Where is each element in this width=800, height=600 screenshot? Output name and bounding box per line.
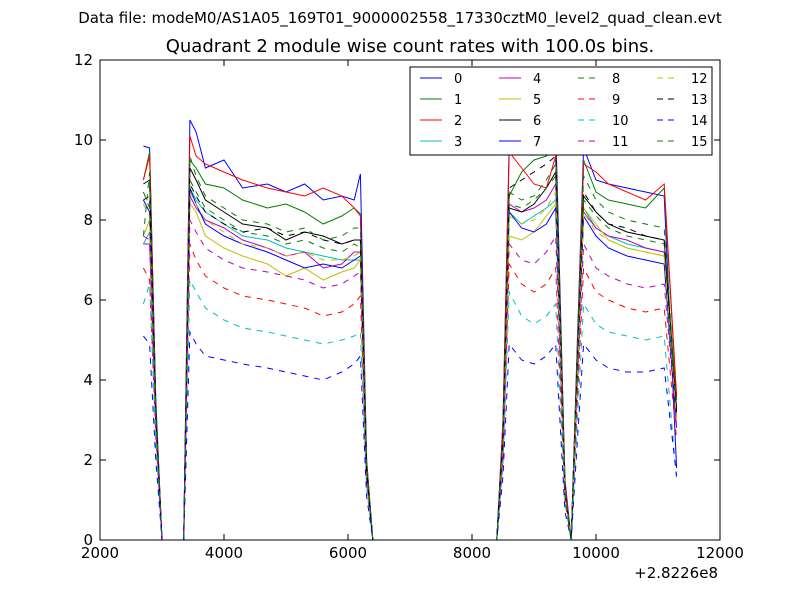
- legend-label-15: 15: [691, 135, 708, 150]
- series-line-10: [142, 279, 678, 540]
- series-line-15: [142, 155, 678, 540]
- legend-label-14: 14: [691, 114, 708, 129]
- legend-box: [409, 66, 713, 156]
- series-line-8: [142, 174, 678, 540]
- legend-label-12: 12: [691, 72, 708, 87]
- series-line-3: [142, 187, 678, 540]
- series-line-9: [142, 243, 678, 540]
- series-line-5: [142, 202, 678, 540]
- series-line-12: [142, 190, 678, 540]
- y-tick-label: 2: [83, 451, 93, 469]
- x-tick-label: 12000: [696, 544, 744, 562]
- y-tick-label: 6: [83, 291, 93, 309]
- y-tick-label: 10: [74, 131, 93, 149]
- x-tick-label: 10000: [572, 544, 620, 562]
- legend-label-2: 2: [454, 114, 462, 129]
- legend-label-1: 1: [454, 93, 462, 108]
- legend-label-8: 8: [612, 72, 620, 87]
- x-offset-label: +2.8226e8: [634, 564, 718, 582]
- x-tick-label: 6000: [329, 544, 367, 562]
- legend-label-5: 5: [533, 93, 541, 108]
- legend-label-9: 9: [612, 93, 620, 108]
- legend-label-3: 3: [454, 135, 462, 150]
- legend-label-0: 0: [454, 72, 462, 87]
- file-suptitle: Data file: modeM0/AS1A05_169T01_90000025…: [78, 9, 722, 27]
- legend-label-7: 7: [533, 135, 541, 150]
- x-tick-label: 4000: [205, 544, 243, 562]
- y-tick-label: 0: [83, 531, 93, 549]
- x-tick-label: 2000: [81, 544, 119, 562]
- chart-title: Quadrant 2 module wise count rates with …: [165, 36, 655, 57]
- y-tick-label: 8: [83, 211, 93, 229]
- legend-label-4: 4: [533, 72, 541, 87]
- y-tick-label: 4: [83, 371, 93, 389]
- series-line-2: [142, 135, 678, 540]
- x-tick-label: 8000: [453, 544, 491, 562]
- legend-label-13: 13: [691, 93, 708, 108]
- series-line-13: [143, 154, 678, 540]
- series-line-14: [143, 330, 678, 540]
- series-line-7: [142, 187, 678, 540]
- y-tick-label: 12: [74, 51, 93, 69]
- legend-label-6: 6: [533, 114, 541, 129]
- legend-label-11: 11: [612, 135, 629, 150]
- x-axis: 2000 4000 6000 8000 10000 12000: [81, 60, 744, 562]
- series-line-1: [142, 146, 678, 540]
- series-line-4: [143, 182, 678, 540]
- series-line-0: [143, 119, 678, 540]
- legend-label-10: 10: [612, 114, 629, 129]
- series-lines: [142, 119, 678, 540]
- series-line-11: [143, 219, 678, 540]
